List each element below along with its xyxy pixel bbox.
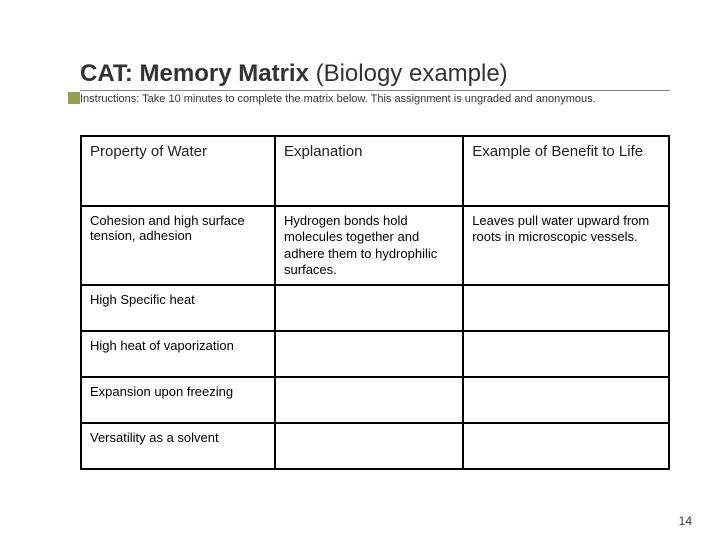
cell-benefit	[463, 285, 669, 331]
cell-property: High Specific heat	[81, 285, 275, 331]
cell-benefit: Leaves pull water upward from roots in m…	[463, 206, 669, 285]
cell-property: Versatility as a solvent	[81, 423, 275, 469]
col-header-benefit: Example of Benefit to Life	[463, 136, 669, 206]
cell-explanation	[275, 331, 463, 377]
col-header-explanation: Explanation	[275, 136, 463, 206]
table-row: High heat of vaporization	[81, 331, 669, 377]
title-sub: (Biology example)	[316, 60, 508, 87]
accent-bar	[68, 92, 80, 104]
cell-property: Expansion upon freezing	[81, 377, 275, 423]
cell-benefit	[463, 331, 669, 377]
cell-property: Cohesion and high surface tension, adhes…	[81, 206, 275, 285]
cell-explanation	[275, 377, 463, 423]
table-row: Versatility as a solvent	[81, 423, 669, 469]
table-header-row: Property of Water Explanation Example of…	[81, 136, 669, 206]
table-row: High Specific heat	[81, 285, 669, 331]
table-row: Cohesion and high surface tension, adhes…	[81, 206, 669, 285]
col-header-property: Property of Water	[81, 136, 275, 206]
title-main: CAT: Memory Matrix	[80, 60, 316, 87]
cell-explanation: Hydrogen bonds hold molecules together a…	[275, 206, 463, 285]
memory-matrix-table: Property of Water Explanation Example of…	[80, 135, 670, 470]
cell-benefit	[463, 423, 669, 469]
cell-explanation	[275, 423, 463, 469]
cell-property: High heat of vaporization	[81, 331, 275, 377]
page-title: CAT: Memory Matrix (Biology example)	[80, 60, 670, 91]
table-row: Expansion upon freezing	[81, 377, 669, 423]
cell-benefit	[463, 377, 669, 423]
cell-explanation	[275, 285, 463, 331]
page-number: 14	[679, 514, 692, 528]
instructions-text: Instructions: Take 10 minutes to complet…	[80, 93, 670, 105]
